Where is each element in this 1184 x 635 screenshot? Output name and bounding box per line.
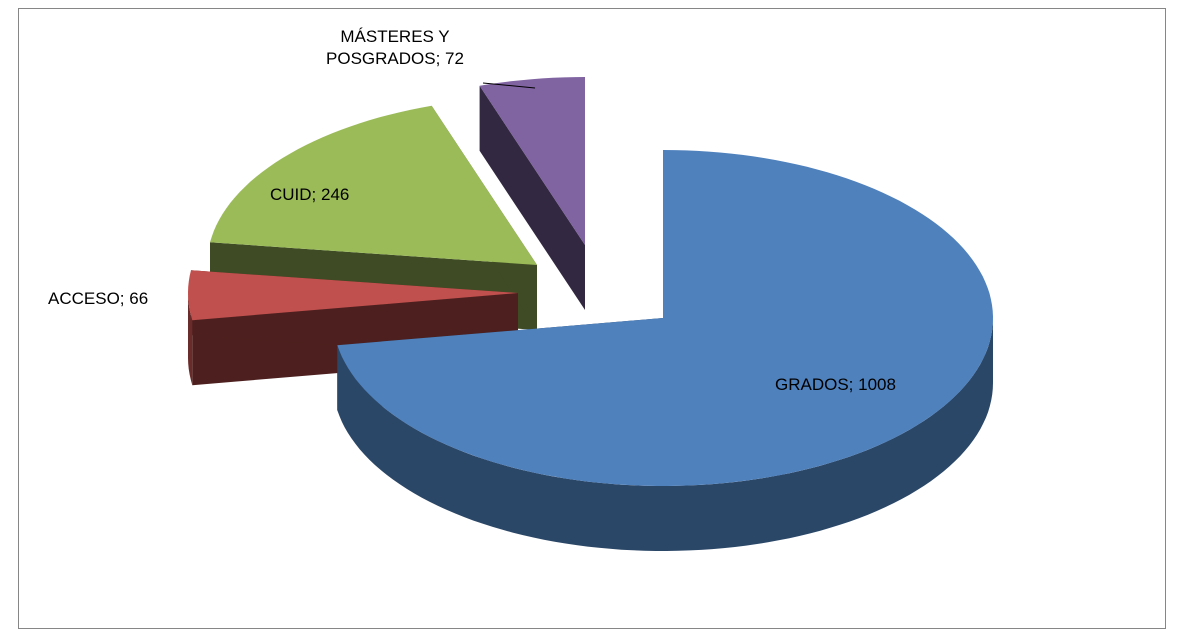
slice	[210, 105, 537, 265]
slice-wall	[188, 293, 193, 386]
data-label: ACCESO; 66	[48, 289, 149, 308]
data-label: MÁSTERES Y POSGRADOS; 72	[326, 27, 464, 68]
leader-line	[482, 82, 536, 89]
data-label: CUID; 246	[270, 185, 350, 204]
slice-side	[479, 85, 585, 310]
slice	[188, 270, 518, 321]
slice	[337, 150, 993, 486]
data-label: GRADOS; 1008	[775, 375, 896, 394]
slice-wall	[337, 318, 993, 551]
slice	[479, 77, 585, 245]
